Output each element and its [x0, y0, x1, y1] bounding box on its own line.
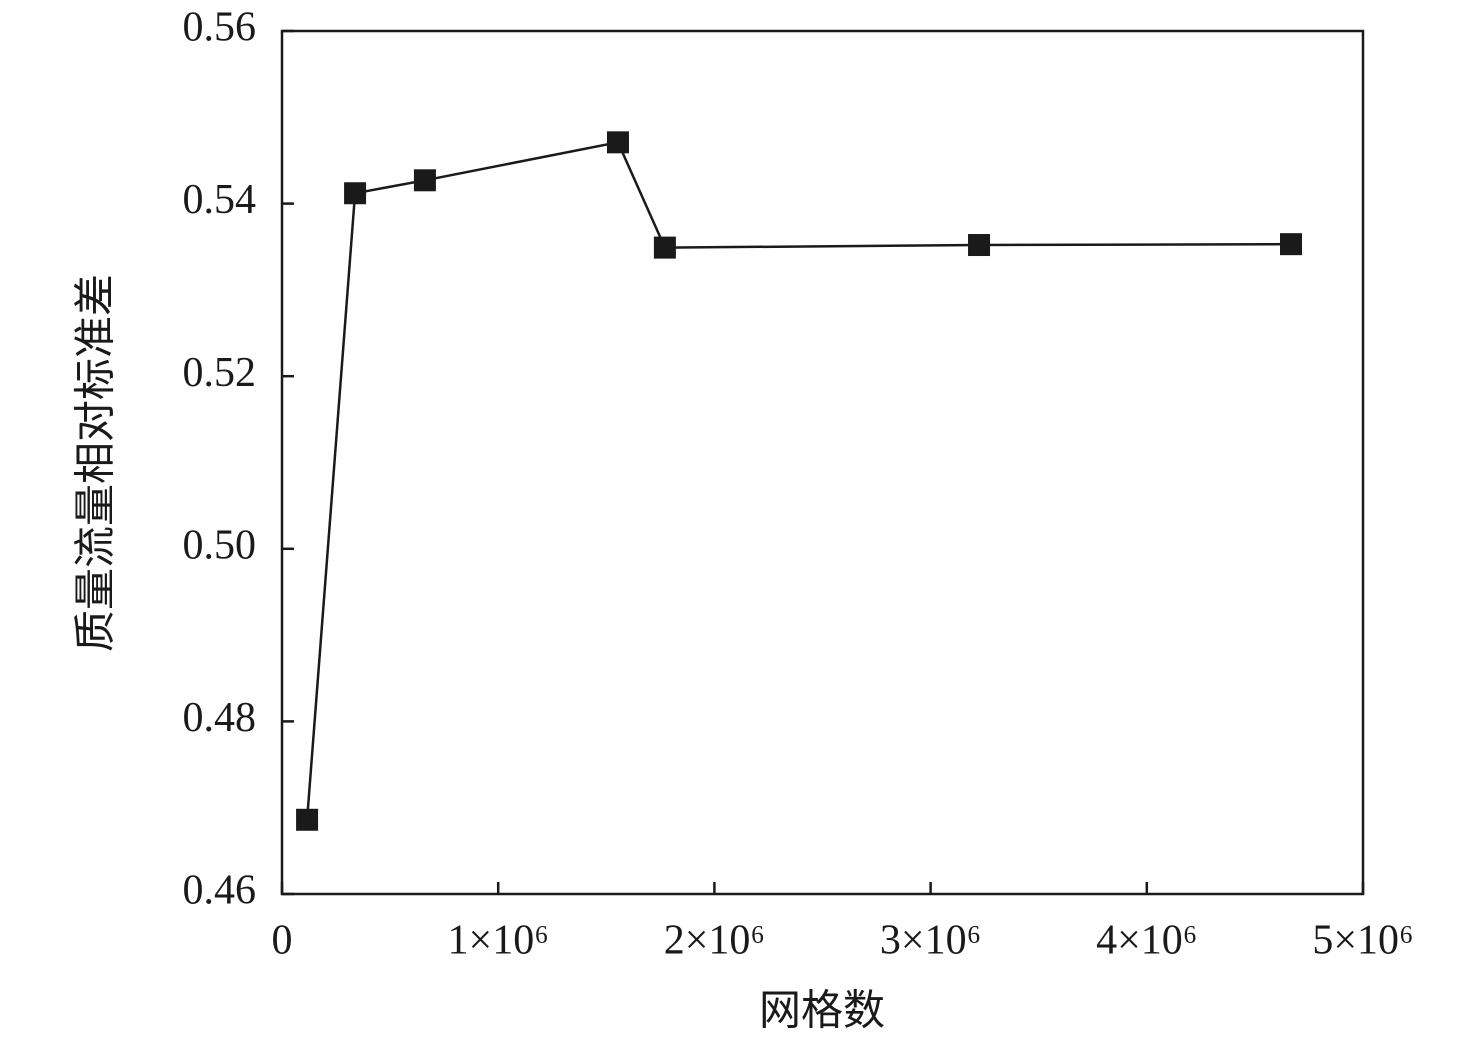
series-line [305, 140, 1292, 820]
marker [1280, 233, 1303, 256]
marker [344, 182, 367, 205]
y-tick-label: 0.46 [183, 868, 257, 914]
y-tick-label: 0.54 [183, 177, 257, 223]
x-tick-label: 2×10⁶ [664, 918, 765, 964]
plot-frame [280, 29, 1365, 896]
x-tick-label: 0 [272, 918, 293, 964]
x-tick-label: 4×10⁶ [1096, 918, 1197, 964]
marker [296, 808, 319, 831]
x-axis-label: 网格数 [759, 989, 885, 1035]
marker [968, 234, 991, 257]
y-tick-label: 0.56 [183, 5, 257, 51]
x-tick-label: 3×10⁶ [880, 918, 981, 964]
marker [413, 169, 436, 192]
y-tick-label: 0.48 [183, 695, 257, 741]
x-tick-label: 1×10⁶ [448, 918, 549, 964]
x-tick-label: 5×10⁶ [1312, 918, 1413, 964]
y-tick-label: 0.50 [183, 522, 257, 568]
y-axis-label: 质量流量相对标准差 [74, 274, 120, 652]
y-tick-label: 0.52 [183, 350, 257, 396]
marker [653, 236, 676, 259]
marker [606, 131, 629, 154]
